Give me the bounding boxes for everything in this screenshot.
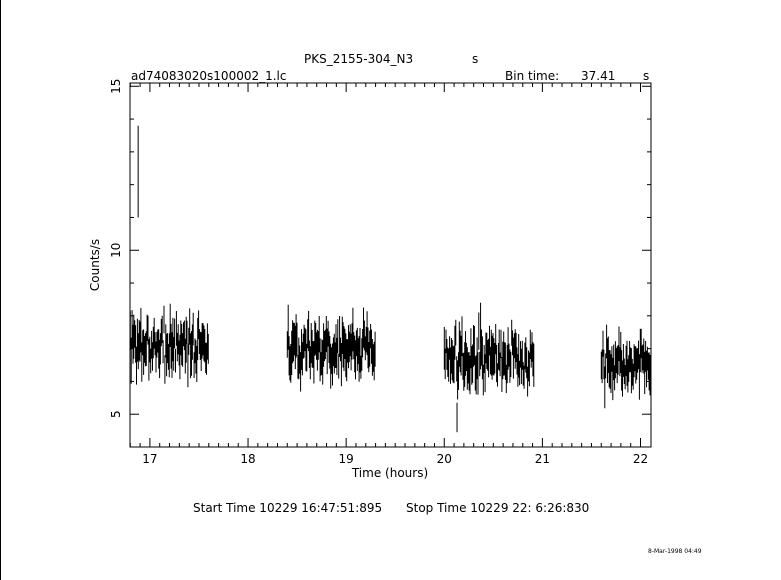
light-curve-segment bbox=[443, 312, 535, 400]
light-curve-segment bbox=[129, 303, 209, 388]
x-tick-label: 22 bbox=[633, 452, 648, 466]
axis-ticks-layer: 17 18 19 20 21 22 5 10 15 bbox=[109, 79, 651, 466]
window-left-border bbox=[0, 0, 1, 580]
y-axis-label: Counts/s bbox=[88, 239, 102, 291]
x-tick-label: 18 bbox=[240, 452, 255, 466]
bin-time-unit: s bbox=[643, 69, 650, 83]
data-points-layer bbox=[129, 125, 652, 433]
stop-time-label: Stop Time 10229 22: 6:26:830 bbox=[406, 501, 590, 515]
plot-frame bbox=[129, 82, 652, 448]
x-tick-label: 17 bbox=[142, 452, 157, 466]
chart-title-suffix: s bbox=[472, 52, 479, 66]
y-tick-label: 10 bbox=[109, 243, 123, 258]
y-tick-label: 15 bbox=[109, 79, 123, 94]
light-curve-segment bbox=[286, 304, 376, 392]
light-curve-segment bbox=[600, 324, 652, 409]
y-tick-label: 5 bbox=[109, 410, 123, 418]
file-name-label: ad74083020s100002_1.lc bbox=[131, 69, 287, 83]
x-tick-label: 19 bbox=[339, 452, 354, 466]
x-tick-label: 21 bbox=[535, 452, 550, 466]
bin-time-label: Bin time: bbox=[505, 69, 560, 83]
date-stamp: 8-Mar-1998 04:49 bbox=[648, 548, 702, 555]
start-time-label: Start Time 10229 16:47:51:895 bbox=[193, 501, 383, 515]
bin-time-value: 37.41 bbox=[581, 69, 616, 83]
chart-title: PKS_2155-304_N3 bbox=[304, 52, 414, 66]
x-axis-label: Time (hours) bbox=[351, 466, 428, 480]
x-tick-label: 20 bbox=[437, 452, 452, 466]
